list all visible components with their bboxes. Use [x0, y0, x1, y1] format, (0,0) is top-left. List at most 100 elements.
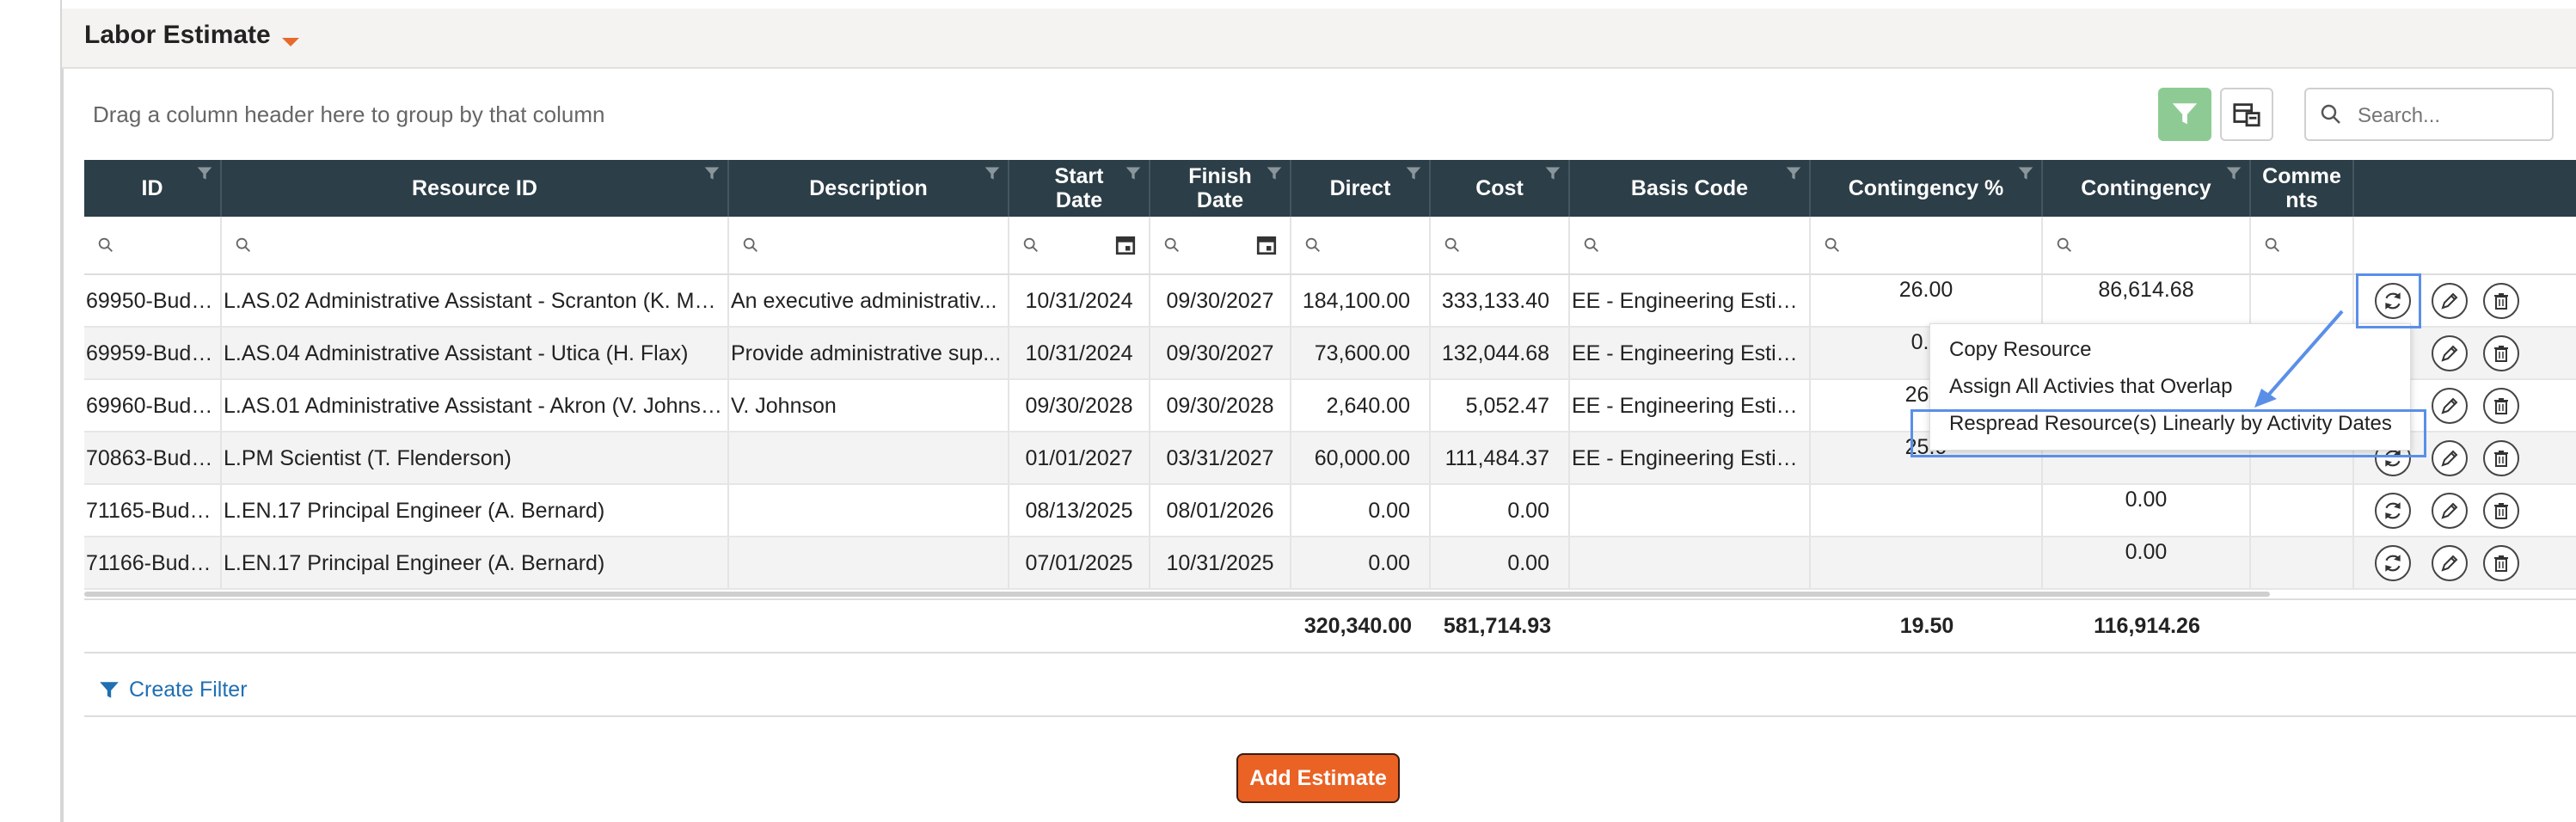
calendar-icon[interactable] — [1255, 234, 1278, 256]
cell-cost: 111,484.37 — [1431, 432, 1570, 484]
col-header-comments[interactable]: Comments — [2251, 160, 2354, 217]
col-header-resource-id[interactable]: Resource ID — [222, 160, 729, 217]
search-icon — [2265, 237, 2279, 252]
column-chooser-button[interactable] — [2220, 88, 2273, 141]
cell-basis — [1570, 537, 1811, 589]
table-row[interactable]: 71166-Budget L.EN.17 Principal Engineer (… — [84, 537, 2576, 590]
refresh-icon[interactable] — [2375, 283, 2411, 319]
pencil-icon[interactable] — [2432, 545, 2468, 581]
col-header-start-date[interactable]: Start Date — [1009, 160, 1150, 217]
filter-cell-cost[interactable] — [1431, 217, 1570, 273]
filter-cell-direct[interactable] — [1291, 217, 1431, 273]
cell-id: 71165-Budget — [84, 485, 222, 537]
filter-cell-start-date[interactable] — [1009, 217, 1150, 273]
search-icon — [1023, 237, 1038, 252]
search-input[interactable] — [2356, 100, 2548, 132]
col-header-basis-code[interactable]: Basis Code — [1570, 160, 1811, 217]
column-filter-icon[interactable] — [196, 165, 213, 182]
cell-cont-pct: 25.0 — [1811, 432, 2043, 484]
pencil-icon[interactable] — [2432, 283, 2468, 319]
filter-cell-resource-id[interactable] — [222, 217, 729, 273]
collapse-caret-icon[interactable] — [282, 38, 299, 46]
col-header-actions — [2354, 160, 2576, 217]
horizontal-scrollbar[interactable] — [84, 590, 2576, 598]
total-cost: 581,714.93 — [1443, 614, 1551, 638]
cell-basis: EE - Engineering Estimate — [1570, 328, 1811, 379]
cell-cost: 0.00 — [1431, 537, 1570, 589]
cell-contingency: 0.00 — [2043, 485, 2251, 537]
column-filter-icon[interactable] — [703, 165, 721, 182]
trash-icon[interactable] — [2483, 335, 2519, 371]
trash-icon[interactable] — [2483, 493, 2519, 529]
table-row[interactable]: 69950-Budget L.AS.02 Administrative Assis… — [84, 275, 2576, 328]
column-filter-icon[interactable] — [1544, 165, 1561, 182]
col-header-direct[interactable]: Direct — [1291, 160, 1431, 217]
cell-comments — [2251, 485, 2354, 537]
cell-start: 07/01/2025 — [1009, 537, 1150, 589]
trash-icon[interactable] — [2483, 545, 2519, 581]
pencil-icon[interactable] — [2432, 335, 2468, 371]
add-estimate-button[interactable]: Add Estimate — [1236, 753, 1400, 803]
pencil-icon[interactable] — [2432, 440, 2468, 476]
pencil-icon[interactable] — [2432, 388, 2468, 424]
column-filter-icon[interactable] — [2017, 165, 2034, 182]
pencil-icon[interactable] — [2432, 493, 2468, 529]
col-header-id[interactable]: ID — [84, 160, 222, 217]
highlight-respread-menu-item — [1911, 409, 2426, 457]
scrollbar-thumb[interactable] — [84, 592, 2270, 597]
filter-cell-contingency[interactable] — [2043, 217, 2251, 273]
column-filter-icon[interactable] — [2225, 165, 2242, 182]
cell-finish: 08/01/2026 — [1150, 485, 1291, 537]
grid-search-box[interactable] — [2304, 88, 2554, 141]
col-header-description[interactable]: Description — [729, 160, 1009, 217]
trash-icon[interactable] — [2483, 283, 2519, 319]
funnel-icon — [2172, 103, 2198, 125]
filter-cell-basis-code[interactable] — [1570, 217, 1811, 273]
filter-cell-comments[interactable] — [2251, 217, 2354, 273]
filter-cell-finish-date[interactable] — [1150, 217, 1291, 273]
cell-id: 70863-Budget — [84, 432, 222, 484]
cell-finish: 03/31/2027 — [1150, 432, 1291, 484]
cell-cost: 0.00 — [1431, 485, 1570, 537]
calendar-icon[interactable] — [1114, 234, 1137, 256]
group-by-hint: Drag a column header here to group by th… — [93, 101, 605, 127]
column-filter-icon[interactable] — [1125, 165, 1142, 182]
menu-item-respread-linearly[interactable]: Respread Resource(s) Linearly by Activit… — [1949, 412, 2392, 435]
cell-description: An executive administrativ... — [729, 275, 1009, 327]
column-filter-icon[interactable] — [984, 165, 1001, 182]
total-contingency: 116,914.26 — [2094, 614, 2200, 638]
col-header-contingency-pct[interactable]: Contingency % — [1811, 160, 2043, 217]
refresh-icon[interactable] — [2375, 545, 2411, 581]
cell-description — [729, 485, 1009, 537]
cell-basis: EE - Engineering Estimate — [1570, 380, 1811, 432]
search-icon — [236, 237, 250, 252]
cell-finish: 09/30/2027 — [1150, 275, 1291, 327]
menu-item-assign-overlap[interactable]: Assign All Activies that Overlap — [1949, 375, 2233, 398]
column-filter-icon[interactable] — [1266, 165, 1283, 182]
left-rail — [0, 0, 62, 822]
cell-direct: 0.00 — [1291, 485, 1431, 537]
column-filter-icon[interactable] — [1785, 165, 1802, 182]
col-header-contingency[interactable]: Contingency — [2043, 160, 2251, 217]
table-row[interactable]: 71165-Budget L.EN.17 Principal Engineer (… — [84, 485, 2576, 537]
filter-cell-description[interactable] — [729, 217, 1009, 273]
col-header-finish-date[interactable]: Finish Date — [1150, 160, 1291, 217]
search-icon — [1825, 237, 1839, 252]
col-header-cost[interactable]: Cost — [1431, 160, 1570, 217]
cell-comments — [2251, 537, 2354, 589]
filter-cell-contingency-pct[interactable] — [1811, 217, 2043, 273]
create-filter-link[interactable]: Create Filter — [98, 678, 248, 702]
menu-item-copy-resource[interactable]: Copy Resource — [1949, 338, 2092, 361]
column-filter-icon[interactable] — [1405, 165, 1422, 182]
filter-cell-id[interactable] — [84, 217, 222, 273]
refresh-icon[interactable] — [2375, 493, 2411, 529]
cell-start: 08/13/2025 — [1009, 485, 1150, 537]
trash-icon[interactable] — [2483, 440, 2519, 476]
trash-icon[interactable] — [2483, 388, 2519, 424]
cell-direct: 2,640.00 — [1291, 380, 1431, 432]
filter-toggle-button[interactable] — [2158, 88, 2211, 141]
search-icon — [1305, 237, 1320, 252]
cell-id: 69959-Budget — [84, 328, 222, 379]
cell-id: 71166-Budget — [84, 537, 222, 589]
cell-start: 10/31/2024 — [1009, 275, 1150, 327]
